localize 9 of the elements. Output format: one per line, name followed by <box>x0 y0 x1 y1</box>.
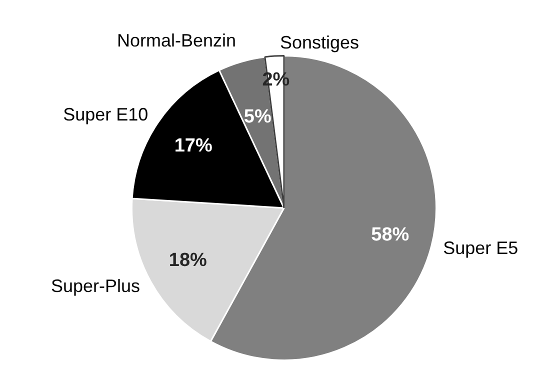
slice-label: Super-Plus <box>51 276 140 296</box>
slice-label: Super E10 <box>63 104 148 125</box>
slice-label: Normal-Benzin <box>116 30 236 51</box>
slice-label: Sonstiges <box>280 32 360 53</box>
data-label: 17% <box>174 136 212 157</box>
data-label: 58% <box>371 224 410 246</box>
slice-label: Super E5 <box>443 238 518 258</box>
data-label: 5% <box>244 106 272 128</box>
data-label: 18% <box>168 250 208 272</box>
